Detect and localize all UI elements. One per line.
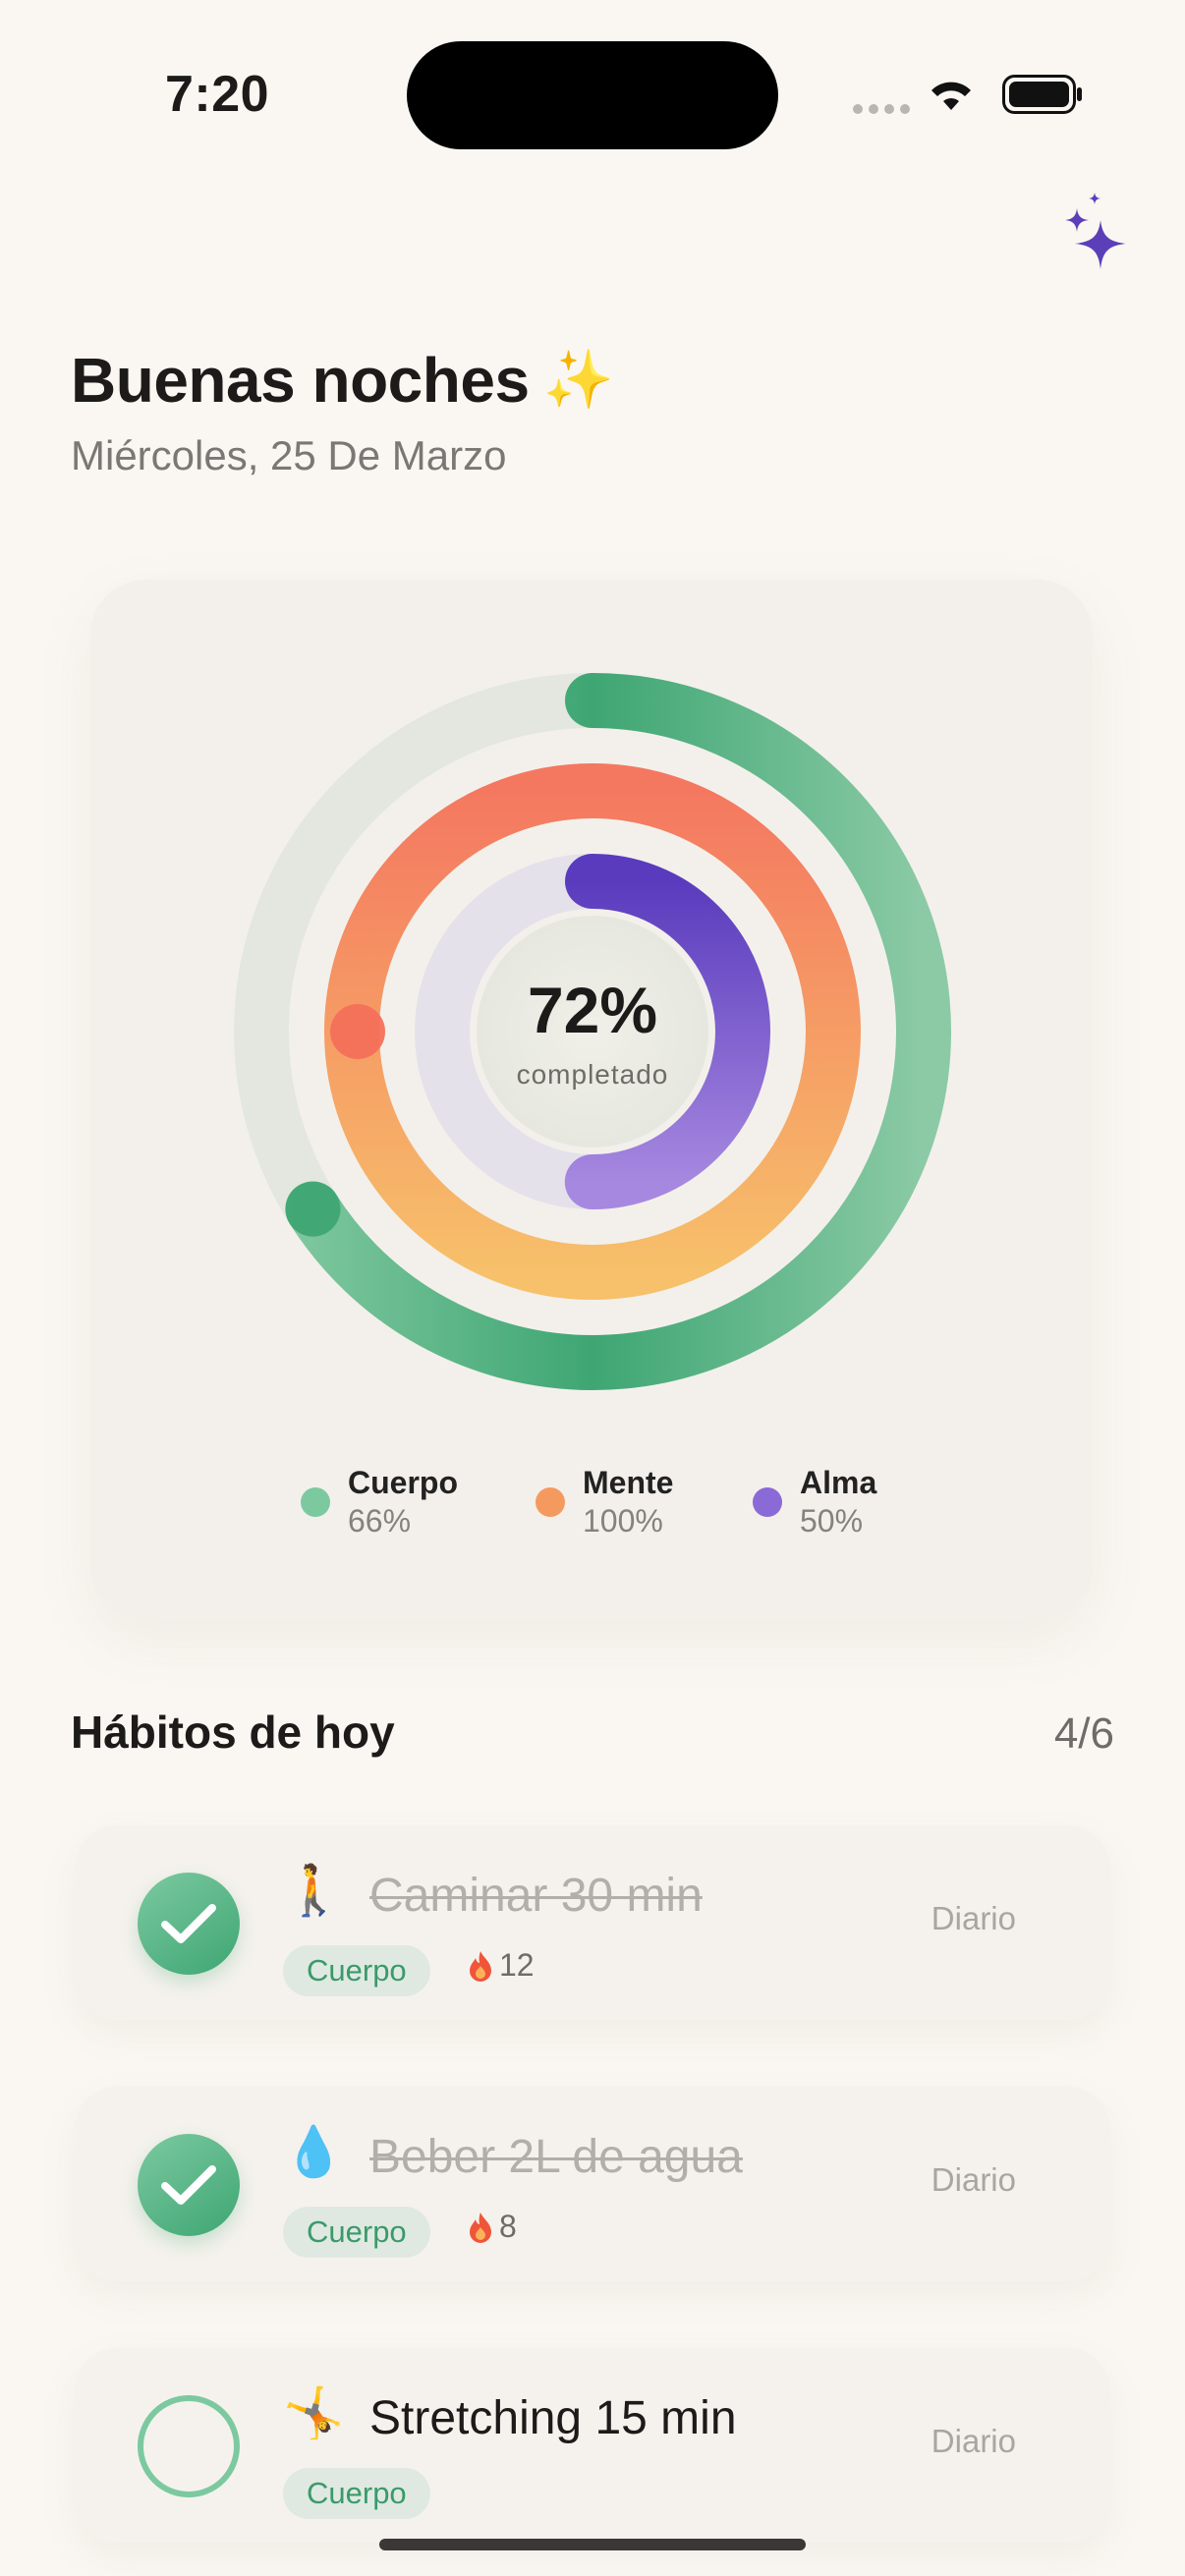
habit-frequency: Diario [931, 2423, 1016, 2459]
habit-card[interactable]: 💧 Beber 2L de agua Cuerpo 8 Diario [75, 2087, 1110, 2281]
habit-name: Caminar 30 min [369, 1870, 703, 1922]
sparkles-icon[interactable] [1055, 191, 1134, 273]
streak-count: 8 [499, 2209, 517, 2244]
legend-dot-mente [536, 1487, 565, 1517]
habit-name: Beber 2L de agua [369, 2131, 743, 2183]
habit-checkbox[interactable] [138, 1873, 240, 1975]
habits-count: 4/6 [1053, 1709, 1114, 1758]
flame-icon [470, 1950, 491, 1982]
legend-item-cuerpo: Cuerpo 66% [301, 1464, 458, 1540]
ring-center-disc [477, 916, 708, 1148]
wifi-icon [931, 82, 971, 110]
legend-item-alma: Alma 50% [753, 1464, 876, 1540]
droplet-emoji-icon: 💧 [283, 2124, 345, 2179]
legend-value: 50% [800, 1503, 864, 1539]
overall-percent: 72% [527, 974, 658, 1046]
cellular-signal-icon [853, 104, 910, 114]
habit-card[interactable]: 🚶 Caminar 30 min Cuerpo 12 Diario [75, 1825, 1110, 2020]
legend-dot-cuerpo [301, 1487, 330, 1517]
legend-value: 66% [348, 1503, 412, 1539]
ring-cuerpo-progress [234, 673, 951, 1390]
legend-value: 100% [583, 1503, 663, 1539]
greeting-title: Buenas noches ✨ [71, 344, 614, 417]
habit-category-tag: Cuerpo [283, 1945, 430, 1996]
flame-icon [470, 2212, 491, 2243]
checkmark-icon [161, 2165, 216, 2205]
habit-checkbox[interactable] [138, 2395, 240, 2497]
ring-cuerpo-end-cap [285, 1181, 341, 1237]
habit-streak: 8 [468, 2209, 517, 2245]
legend-name: Mente [583, 1465, 674, 1500]
ring-mente-end-cap [330, 1004, 385, 1059]
habit-category-tag: Cuerpo [283, 2468, 430, 2519]
habit-card[interactable]: 🤸 Stretching 15 min Cuerpo Diario [75, 2348, 1110, 2543]
legend-dot-alma [753, 1487, 782, 1517]
habit-checkbox[interactable] [138, 2134, 240, 2236]
battery-icon [1002, 75, 1082, 114]
streak-count: 12 [499, 1947, 535, 1983]
habit-frequency: Diario [931, 1900, 1016, 1936]
greeting-text: Buenas noches [71, 345, 530, 416]
habit-frequency: Diario [931, 2161, 1016, 2198]
dynamic-island [407, 41, 778, 149]
habit-streak: 12 [468, 1947, 535, 1984]
legend-name: Alma [800, 1465, 877, 1500]
ring-alma-progress [415, 854, 770, 1209]
walking-emoji-icon: 🚶 [283, 1863, 345, 1918]
progress-rings [234, 673, 951, 1390]
status-time: 7:20 [165, 66, 270, 123]
habits-section-title: Hábitos de hoy [71, 1707, 395, 1758]
legend-name: Cuerpo [348, 1465, 458, 1500]
sparkles-emoji-icon: ✨ [542, 348, 614, 412]
habit-name: Stretching 15 min [369, 2392, 737, 2444]
legend-item-mente: Mente 100% [536, 1464, 673, 1540]
home-indicator[interactable] [379, 2539, 806, 2550]
overall-label: completado [516, 1059, 669, 1090]
checkmark-icon [161, 1904, 216, 1943]
habit-category-tag: Cuerpo [283, 2207, 430, 2258]
cartwheel-emoji-icon: 🤸 [283, 2385, 345, 2440]
current-date: Miércoles, 25 De Marzo [71, 432, 507, 478]
